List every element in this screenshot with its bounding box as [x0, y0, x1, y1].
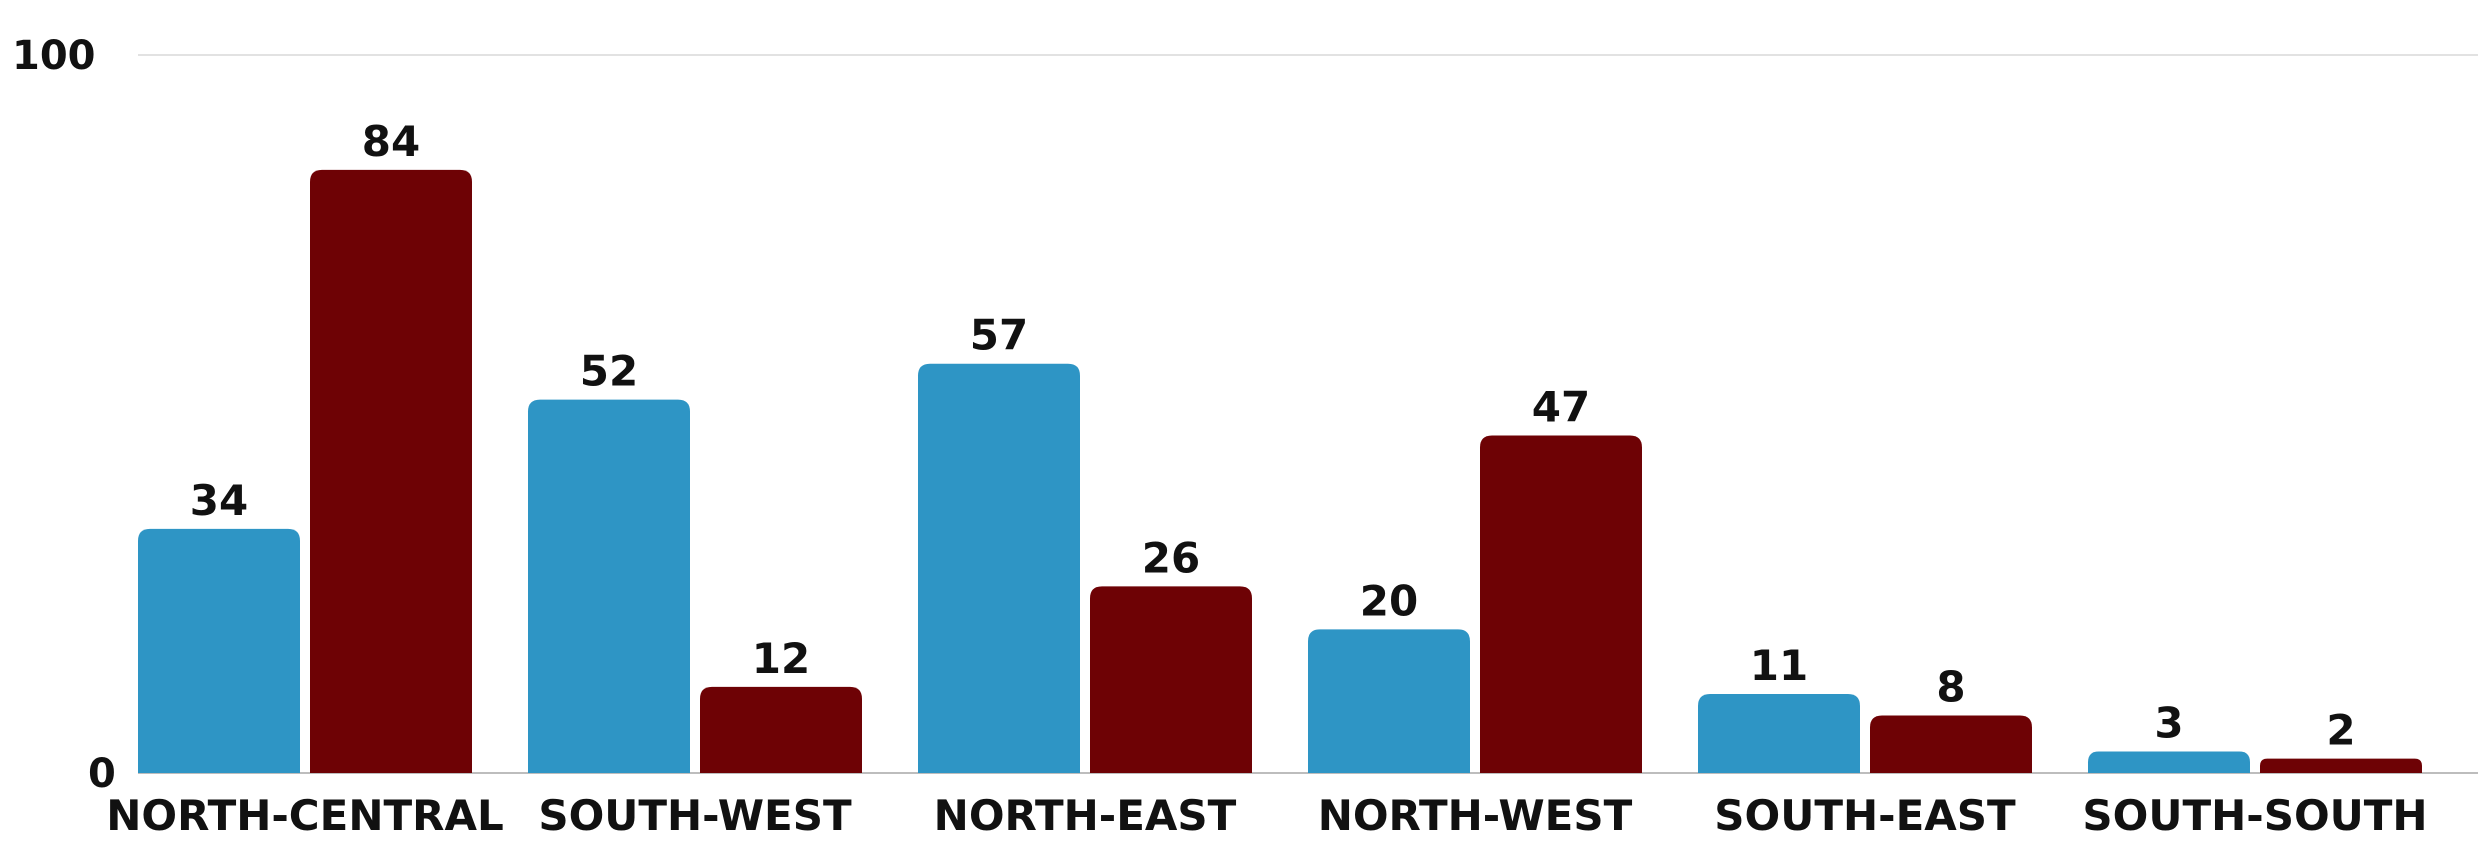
data-label: 47 — [1532, 383, 1590, 432]
data-label: 34 — [190, 476, 248, 525]
data-label: 52 — [580, 347, 638, 396]
y-axis-ticks: 0 100 — [12, 33, 116, 797]
bar-south-east-series-1 — [1698, 694, 1860, 773]
data-label: 26 — [1142, 533, 1200, 582]
data-labels: 34 84 52 12 57 26 20 47 11 8 3 2 — [190, 117, 2356, 755]
data-label: 8 — [1936, 663, 1965, 712]
category-label: NORTH-CENTRAL — [106, 791, 503, 840]
y-tick-label: 0 — [88, 751, 116, 797]
bar-north-central-series-1 — [138, 528, 300, 773]
data-label: 57 — [970, 311, 1028, 360]
bar-south-south-series-2 — [2260, 758, 2422, 773]
category-label: SOUTH-WEST — [538, 791, 852, 840]
category-label: SOUTH-EAST — [1714, 791, 2016, 840]
y-tick-label: 100 — [12, 33, 96, 79]
bar-north-west-series-1 — [1308, 629, 1470, 773]
category-label: SOUTH-SOUTH — [2082, 791, 2427, 840]
bar-south-west-series-2 — [700, 686, 862, 773]
category-label: NORTH-WEST — [1318, 791, 1633, 840]
data-label: 12 — [752, 634, 810, 683]
bars — [138, 169, 2422, 773]
category-label: NORTH-EAST — [934, 791, 1237, 840]
bar-north-central-series-2 — [310, 169, 472, 773]
bar-north-east-series-2 — [1090, 586, 1252, 773]
data-label: 11 — [1750, 641, 1808, 690]
data-label: 3 — [2154, 698, 2183, 747]
bar-south-east-series-2 — [1870, 715, 2032, 773]
bar-south-west-series-1 — [528, 399, 690, 773]
bar-south-south-series-1 — [2088, 751, 2250, 773]
bar-north-west-series-2 — [1480, 435, 1642, 773]
bar-north-east-series-1 — [918, 363, 1080, 773]
data-label: 2 — [2326, 706, 2355, 755]
data-label: 84 — [362, 117, 420, 166]
category-labels: NORTH-CENTRAL SOUTH-WEST NORTH-EAST NORTH-W… — [106, 791, 2427, 840]
data-label: 20 — [1360, 576, 1418, 625]
